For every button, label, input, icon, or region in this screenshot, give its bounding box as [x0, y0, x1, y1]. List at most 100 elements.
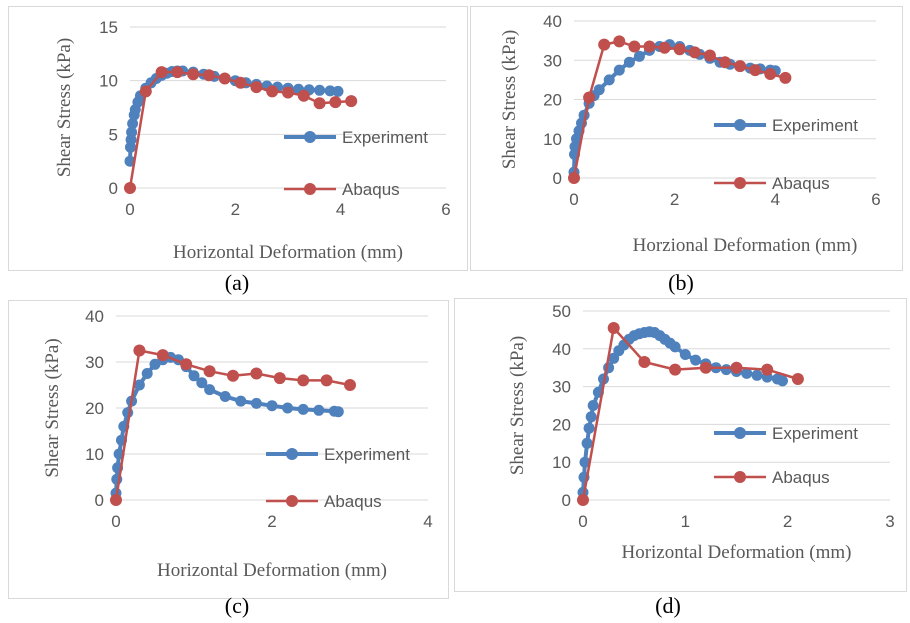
y-tick-label: 40 [543, 12, 562, 31]
panel-caption: (a) [225, 270, 249, 295]
data-point [779, 71, 792, 84]
y-tick-label: 10 [552, 453, 571, 472]
x-axis-title: Horzional Deformation (mm) [633, 235, 858, 256]
y-tick-label: 0 [553, 169, 562, 188]
data-point [703, 49, 716, 62]
data-point [577, 494, 589, 506]
data-point [345, 95, 358, 108]
series-abaqus [124, 66, 358, 194]
x-tick-label: 0 [578, 512, 587, 531]
y-axis-title: Shear Stress (kPa) [507, 336, 528, 475]
data-point [761, 363, 774, 376]
data-point [219, 391, 231, 402]
data-point [658, 41, 671, 54]
data-point [581, 437, 593, 449]
x-tick-label: 2 [670, 190, 679, 209]
y-tick-label: 0 [109, 179, 118, 198]
x-axis-title: Horizontal Deformation (mm) [173, 242, 403, 263]
y-tick-label: 10 [543, 130, 562, 149]
y-axis-title: Shear Stress (kPa) [42, 338, 63, 477]
data-point [583, 91, 596, 104]
data-point [777, 375, 788, 387]
x-tick-label: 6 [441, 200, 450, 219]
legend-label: Abaqus [342, 180, 400, 199]
data-point [749, 64, 762, 77]
x-axis-title: Horizontal Deformation (mm) [621, 542, 851, 563]
data-point [187, 68, 200, 81]
data-point [297, 89, 310, 102]
data-point [699, 361, 712, 374]
y-tick-label: 10 [99, 72, 118, 91]
panel-border [454, 298, 907, 592]
data-point [598, 38, 611, 51]
legend-entry-experiment: Experiment [284, 128, 428, 147]
y-tick-label: 30 [543, 51, 562, 70]
x-tick-label: 2 [231, 200, 240, 219]
data-point [250, 81, 263, 94]
data-point [156, 349, 169, 362]
data-point [282, 402, 294, 414]
panel-caption: (c) [225, 593, 249, 618]
data-point [203, 69, 215, 82]
data-point [690, 354, 702, 366]
legend-entry-abaqus: Abaqus [266, 492, 382, 511]
legend-label: Abaqus [772, 468, 830, 487]
legend-marker [286, 448, 298, 460]
x-tick-label: 0 [125, 200, 134, 219]
data-point [110, 494, 122, 506]
panel-border [470, 6, 903, 271]
panel-border [8, 6, 468, 271]
data-point [613, 35, 626, 48]
data-point [741, 367, 753, 379]
panel-caption: (d) [655, 593, 681, 618]
data-point [188, 370, 200, 382]
data-point [332, 85, 344, 97]
data-point [250, 397, 262, 409]
data-point [633, 50, 645, 62]
data-point [643, 40, 656, 53]
legend-entry-abaqus: Abaqus [714, 174, 830, 193]
data-point [587, 400, 599, 411]
data-point [719, 56, 731, 69]
data-point [297, 374, 310, 387]
data-point [324, 85, 336, 97]
y-tick-label: 20 [552, 415, 571, 434]
legend-entry-experiment: Experiment [266, 445, 410, 464]
data-point [613, 64, 625, 76]
y-tick-label: 0 [95, 491, 104, 510]
data-point [751, 369, 763, 381]
y-tick-label: 15 [99, 18, 118, 37]
legend-label: Experiment [324, 445, 410, 464]
data-point [583, 422, 595, 434]
y-tick-label: 40 [85, 307, 104, 326]
legend-label: Abaqus [772, 174, 830, 193]
data-point [791, 373, 804, 385]
data-point [122, 407, 134, 419]
x-tick-label: 4 [771, 190, 780, 209]
legend-marker [304, 183, 316, 195]
data-point [282, 86, 294, 99]
data-point [568, 172, 580, 184]
data-point [133, 344, 146, 357]
data-point [720, 364, 732, 376]
legend-entry-experiment: Experiment [714, 424, 858, 443]
data-point [155, 66, 168, 79]
legend-marker [304, 131, 316, 143]
data-point [124, 182, 136, 194]
chart-panel-2: 0 10 20 30 40 0 2 4 6 Horzional Deformation (mm) S… [470, 6, 903, 295]
data-point [585, 411, 597, 423]
legend-marker [286, 495, 298, 507]
data-point [297, 403, 309, 415]
data-point [628, 40, 641, 53]
data-point [218, 72, 231, 85]
legend-label: Abaqus [324, 492, 382, 511]
data-point [133, 379, 145, 391]
data-point [139, 85, 152, 98]
data-point [603, 74, 615, 86]
legend-entry-abaqus: Abaqus [284, 180, 400, 199]
y-tick-label: 30 [85, 353, 104, 372]
data-point [320, 374, 333, 387]
data-point [204, 384, 216, 396]
data-point [250, 367, 263, 380]
